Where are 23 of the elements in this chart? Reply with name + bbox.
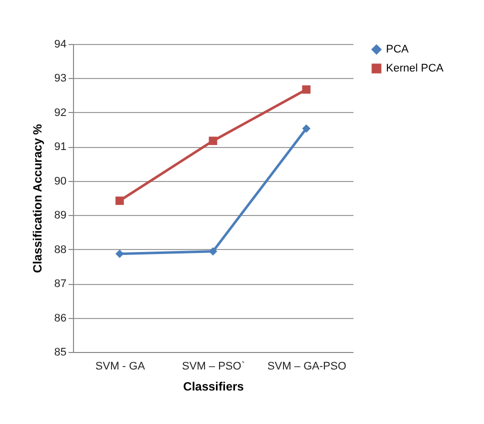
y-tick-label: 93 (54, 72, 66, 85)
y-tick-label: 94 (54, 38, 66, 50)
y-tick-label: 86 (54, 312, 66, 324)
point (208, 136, 218, 146)
y-tick-label: 92 (54, 106, 66, 119)
y-tick-label: 90 (54, 175, 66, 188)
y-tick-label: 88 (54, 244, 66, 256)
y-tick-label: 87 (54, 278, 66, 290)
point (208, 247, 218, 256)
y-tick-label: 89 (54, 210, 66, 222)
y-axis-title: Classification Accuracy % (30, 124, 44, 273)
x-tick-label: SVM - GA (95, 360, 146, 372)
x-tick-label: SVM – GA-PSO (267, 360, 347, 372)
legend-label: Kernel PCA (386, 62, 444, 74)
x-tick-label: SVM – PSO` (182, 360, 245, 372)
point (115, 250, 124, 258)
y-tick-label: 91 (54, 141, 66, 154)
point (302, 124, 311, 133)
y-tick-label: 85 (54, 346, 66, 358)
legend-label: PCA (386, 44, 410, 56)
point (115, 196, 124, 205)
x-axis-title: Classifiers (183, 380, 244, 394)
point (302, 85, 311, 94)
